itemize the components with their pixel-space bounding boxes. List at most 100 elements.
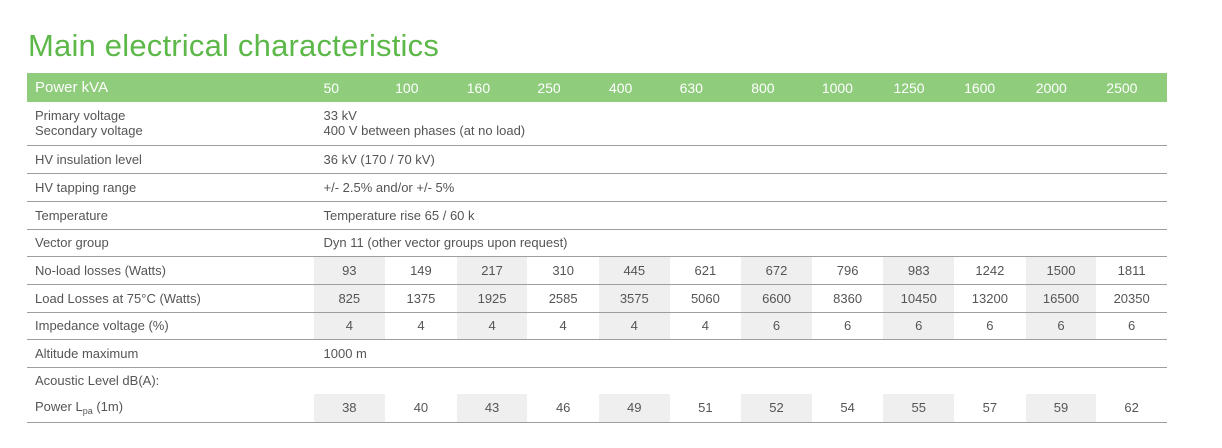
table-cell: 6 [1025, 312, 1097, 340]
power-lpa-suffix: (1m) [92, 399, 124, 415]
row-label: HV tapping range [27, 173, 314, 202]
table-cell: 38 [313, 394, 386, 423]
table-cell: 16500 [1025, 284, 1097, 313]
table-cell: 983 [883, 256, 955, 285]
row-label: Power Lpa (1m) [27, 394, 314, 423]
row-label: Load Losses at 75°C (Watts) [27, 284, 314, 313]
row-value: 36 kV (170 / 70 kV) [313, 145, 1167, 174]
page-title: Main electrical characteristics [28, 28, 440, 63]
power-lpa-row: Power Lpa (1m) 38 40 43 46 49 51 52 54 5… [27, 394, 1167, 423]
primary-voltage-value: 33 kV [323, 108, 357, 124]
table-cell: 6 [1096, 312, 1167, 340]
kva-rating: 400 [608, 79, 633, 96]
kva-rating: 250 [537, 79, 561, 96]
table-cell: 54 [811, 394, 884, 423]
row-value [314, 367, 1168, 394]
row-label: Vector group [27, 229, 314, 257]
kva-rating: 1600 [964, 79, 996, 96]
table-cell: 2585 [527, 284, 599, 313]
table-cell: 55 [883, 394, 955, 423]
table-cell: 1375 [385, 284, 457, 313]
no-load-losses-row: No-load losses (Watts) 93 149 217 310 44… [27, 256, 1167, 285]
table-cell: 796 [811, 256, 884, 285]
kva-rating: 630 [679, 79, 703, 96]
table-cell: 4 [669, 312, 742, 340]
primary-voltage-label: Primary voltage [35, 108, 126, 124]
kva-rating: 2000 [1035, 79, 1067, 96]
header-row: Power kVA 50 100 160 250 400 630 800 100… [27, 73, 1167, 102]
row-label: Impedance voltage (%) [27, 312, 314, 340]
table-cell: 3575 [598, 284, 670, 313]
table-cell: 1242 [954, 256, 1026, 285]
table-cell: 825 [313, 284, 386, 313]
row-value: Dyn 11 (other vector groups upon request… [313, 229, 1167, 257]
table-cell: 149 [385, 256, 457, 285]
secondary-voltage-label: Secondary voltage [35, 123, 143, 139]
row-value: 33 kV 400 V between phases (at no load) [313, 102, 1167, 146]
table-cell: 4 [598, 312, 670, 340]
kva-rating: 2500 [1106, 79, 1138, 96]
hv-tapping-row: HV tapping range +/- 2.5% and/or +/- 5% [27, 173, 1167, 202]
row-value: Temperature rise 65 / 60 k [313, 201, 1167, 230]
table-cell: 43 [456, 394, 528, 423]
table-cell: 310 [527, 256, 599, 285]
table-cell: 1925 [456, 284, 528, 313]
table-cell: 49 [598, 394, 670, 423]
table-cell: 4 [385, 312, 457, 340]
row-value: 1000 m [313, 339, 1167, 368]
table-cell: 52 [741, 394, 812, 423]
kva-rating: 1250 [893, 79, 925, 96]
row-label: Primary voltage Secondary voltage [27, 102, 314, 146]
table-cell: 4 [527, 312, 599, 340]
table-cell: 1811 [1096, 256, 1167, 285]
table-cell: 62 [1096, 394, 1167, 423]
table-cell: 445 [598, 256, 670, 285]
impedance-row: Impedance voltage (%) 4 4 4 4 4 4 6 6 6 … [27, 312, 1167, 340]
voltage-row: Primary voltage Secondary voltage 33 kV … [27, 102, 1167, 146]
table-cell: 6 [883, 312, 955, 340]
row-value: +/- 2.5% and/or +/- 5% [313, 173, 1167, 202]
table-cell: 10450 [883, 284, 955, 313]
table-cell: 59 [1025, 394, 1097, 423]
table-cell: 6 [954, 312, 1026, 340]
altitude-row: Altitude maximum 1000 m [27, 339, 1167, 368]
table-cell: 4 [456, 312, 528, 340]
table-cell: 13200 [954, 284, 1026, 313]
kva-rating: 800 [751, 79, 775, 96]
acoustic-row: Acoustic Level dB(A): [27, 367, 1167, 394]
table-cell: 672 [741, 256, 812, 285]
table-cell: 8360 [811, 284, 884, 313]
kva-rating: 100 [395, 79, 419, 96]
row-label: HV insulation level [27, 145, 314, 174]
kva-rating: 1000 [821, 79, 853, 96]
temperature-row: Temperature Temperature rise 65 / 60 k [27, 201, 1167, 230]
secondary-voltage-value: 400 V between phases (at no load) [323, 123, 526, 139]
table-cell: 40 [385, 394, 457, 423]
table-cell: 6 [741, 312, 812, 340]
kva-rating: 160 [466, 79, 491, 96]
characteristics-table: Power kVA 50 100 160 250 400 630 800 100… [27, 73, 1167, 423]
table-cell: 93 [313, 256, 386, 285]
table-cell: 217 [456, 256, 528, 285]
table-cell: 6 [811, 312, 884, 340]
kva-rating: 50 [323, 79, 340, 96]
table-cell: 46 [527, 394, 599, 423]
row-label: No-load losses (Watts) [27, 256, 314, 285]
row-label: Acoustic Level dB(A): [35, 373, 160, 389]
table-cell: 5060 [669, 284, 742, 313]
table-cell: 4 [313, 312, 386, 340]
vector-group-row: Vector group Dyn 11 (other vector groups… [27, 229, 1167, 257]
table-cell: 51 [669, 394, 742, 423]
table-cell: 621 [669, 256, 742, 285]
row-label: Temperature [27, 201, 314, 230]
hv-insulation-row: HV insulation level 36 kV (170 / 70 kV) [27, 145, 1167, 174]
table-cell: 20350 [1096, 284, 1167, 313]
power-lpa-sub: pa [82, 406, 93, 417]
row-label: Altitude maximum [27, 339, 314, 368]
table-cell: 57 [954, 394, 1026, 423]
power-lpa-prefix: Power L [35, 399, 83, 415]
table-cell: 1500 [1025, 256, 1097, 285]
header-label: Power kVA [35, 79, 109, 96]
load-losses-row: Load Losses at 75°C (Watts) 825 1375 192… [27, 284, 1167, 313]
table-cell: 6600 [741, 284, 812, 313]
